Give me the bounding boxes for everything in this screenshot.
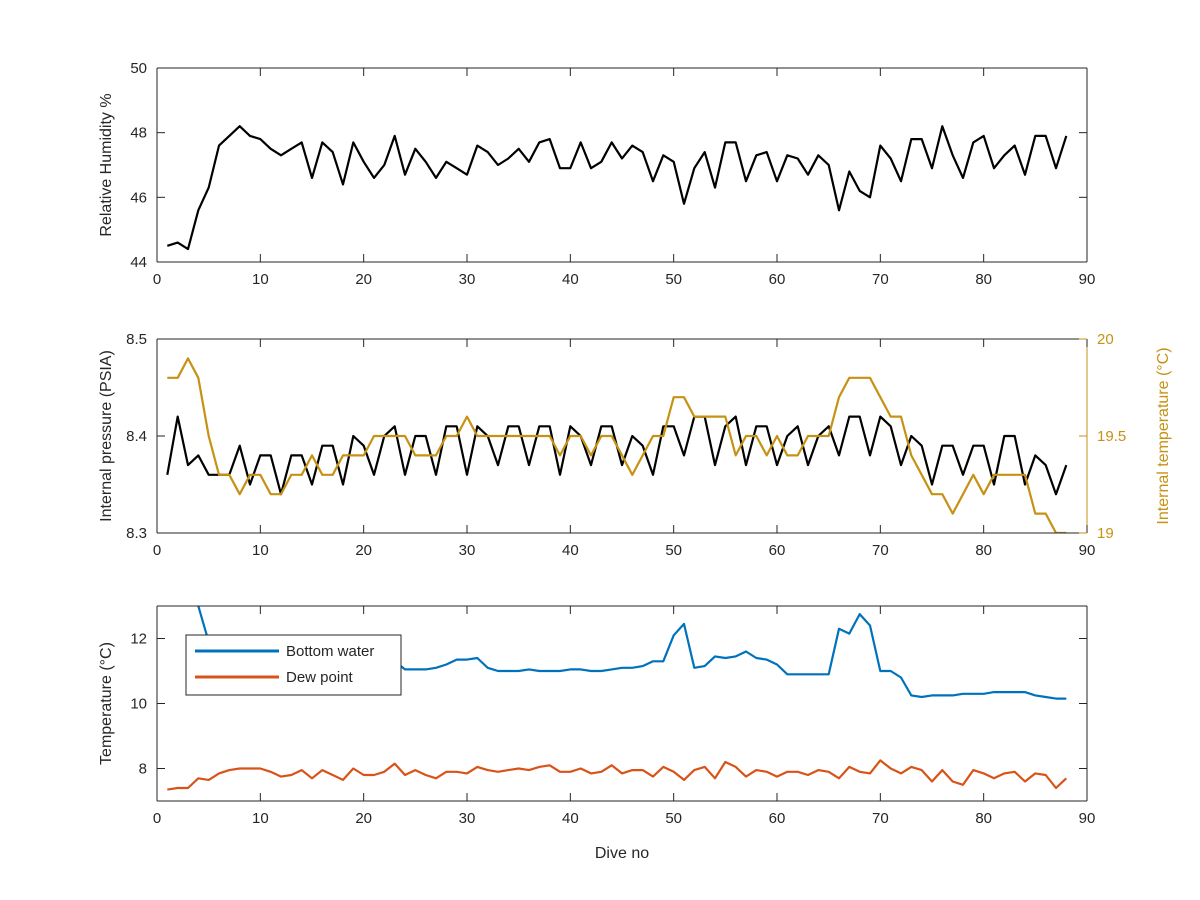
legend-box [185,634,402,696]
y-tick-label: 10 [130,696,147,713]
series-0-line [166,415,1068,496]
x-tick-label: 70 [872,810,889,827]
x-axis-label: Dive no [595,845,649,862]
x-tick-label: 60 [769,271,786,288]
legend: Bottom water Dew point [185,634,402,696]
x-tick-label: 90 [1079,271,1096,288]
y-tick-label: 12 [130,631,147,648]
dew-point-line [167,759,1068,791]
x-tick-label: 50 [665,810,682,827]
x-tick-label: 10 [252,271,269,288]
x-tick-label: 30 [459,810,476,827]
x-tick-label: 30 [459,271,476,288]
y-tick-label: 8.4 [126,428,147,445]
x-tick-label: 50 [665,542,682,559]
right-y-axis-label: Internal temperature (°C) [1155,347,1172,524]
x-tick-label: 10 [252,810,269,827]
x-tick-label: 90 [1079,810,1096,827]
y-tick-label: 48 [130,125,147,142]
y-tick-label: 44 [130,254,147,271]
x-tick-label: 20 [355,542,372,559]
x-tick-label: 80 [975,271,992,288]
x-tick-label: 40 [562,810,579,827]
x-tick-label: 0 [153,542,161,559]
x-tick-label: 90 [1079,542,1096,559]
legend-entry-label: Dew point [286,669,354,686]
y-tick-label: 8.5 [126,331,147,348]
temperature-panel: 0 10 20 30 40 50 60 70 80 90 8 10 12 Temperature (°C)… [98,605,1096,862]
legend-entry-label: Bottom water [286,643,374,660]
y-axis-label: Internal pressure (PSIA) [98,350,115,522]
x-tick-label: 60 [769,542,786,559]
x-tick-label: 20 [355,271,372,288]
x-tick-label: 60 [769,810,786,827]
x-tick-label: 70 [872,542,889,559]
pressure-temperature-panel: 0 10 20 30 40 50 60 70 80 90 8.3 8.4 8.5 19 19.5 20 Inte… [98,331,1172,559]
y-tick-label: 46 [130,189,147,206]
y-axis-label: Temperature (°C) [98,642,115,765]
series-0-line [166,125,1068,251]
y-tick-label: 8 [139,761,147,778]
y-tick-label: 50 [130,60,147,77]
humidity-panel: 0 10 20 30 40 50 60 70 80 90 44 46 48 50 Relative Humi… [98,60,1095,288]
x-tick-label: 40 [562,542,579,559]
x-tick-label: 30 [459,542,476,559]
x-tick-label: 40 [562,271,579,288]
right-y-tick-label: 19 [1097,525,1114,542]
right-y-tick-label: 20 [1097,331,1114,348]
x-tick-label: 50 [665,271,682,288]
x-tick-label: 70 [872,271,889,288]
x-tick-label: 0 [153,810,161,827]
x-tick-label: 20 [355,810,372,827]
x-tick-label: 80 [975,810,992,827]
y-axis-label: Relative Humidity % [98,93,115,236]
x-tick-label: 0 [153,271,161,288]
y-tick-label: 8.3 [126,525,147,542]
series-1-line [167,357,1067,533]
x-tick-label: 10 [252,542,269,559]
x-tick-label: 80 [975,542,992,559]
right-y-tick-label: 19.5 [1097,428,1126,445]
